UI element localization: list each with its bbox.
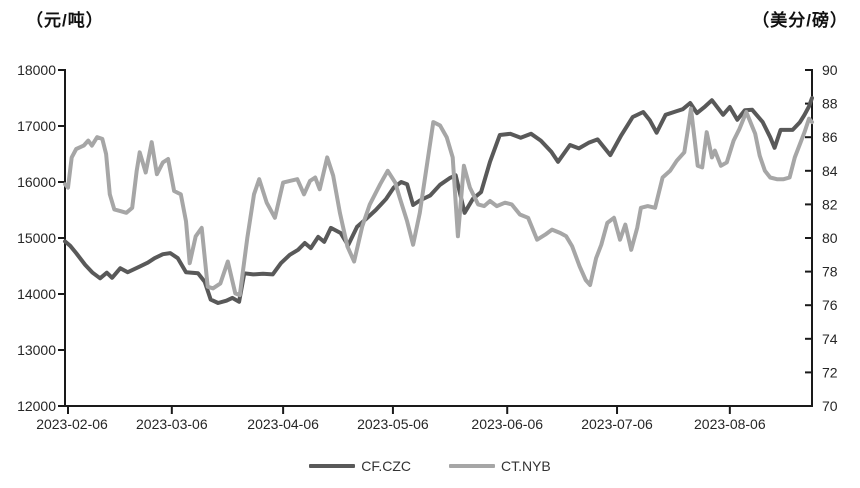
right-axis-tick-label: 80 [822,230,838,246]
right-axis-tick-label: 76 [822,297,838,313]
right-axis-tick-label: 78 [822,264,838,280]
left-axis-tick-label: 13000 [17,342,56,358]
x-axis-tick-label: 2023-05-06 [357,416,429,432]
x-axis-tick-label: 2023-08-06 [694,416,766,432]
legend-label-cf-czc: CF.CZC [361,458,411,474]
left-axis-tick-label: 14000 [17,286,56,302]
right-axis-tick-label: 84 [822,163,838,179]
ct-nyb-line-swatch [448,464,495,468]
right-axis-tick-label: 82 [822,196,838,212]
left-axis-tick-label: 12000 [17,398,56,414]
legend-item-cf-czc: CF.CZC [309,458,411,474]
x-axis-tick-label: 2023-07-06 [581,416,653,432]
x-axis-tick-label: 2023-04-06 [247,416,319,432]
x-axis-tick-label: 2023-03-06 [136,416,208,432]
right-axis-tick-label: 86 [822,129,838,145]
right-axis-tick-label: 74 [822,331,838,347]
right-axis-tick-label: 72 [822,364,838,380]
series-line-ct-nyb [63,106,814,298]
cf-czc-line-swatch [309,464,356,468]
left-axis-unit-label: （元/吨） [26,11,104,30]
legend-label-ct-nyb: CT.NYB [500,458,551,474]
right-axis-tick-label: 90 [822,62,838,78]
left-axis-tick-label: 18000 [17,62,56,78]
series-line-cf-czc [63,96,814,305]
x-axis-tick-label: 2023-06-06 [471,416,543,432]
right-axis-unit-label: （美分/磅） [752,11,848,30]
right-axis-tick-label: 70 [822,398,838,414]
legend: CF.CZC CT.NYB [0,458,860,474]
x-axis-tick-label: 2023-02-06 [36,416,108,432]
left-axis-tick-label: 17000 [17,118,56,134]
legend-item-ct-nyb: CT.NYB [448,458,551,474]
left-axis-tick-label: 16000 [17,174,56,190]
right-axis-tick-label: 88 [822,96,838,112]
left-axis-tick-label: 15000 [17,230,56,246]
